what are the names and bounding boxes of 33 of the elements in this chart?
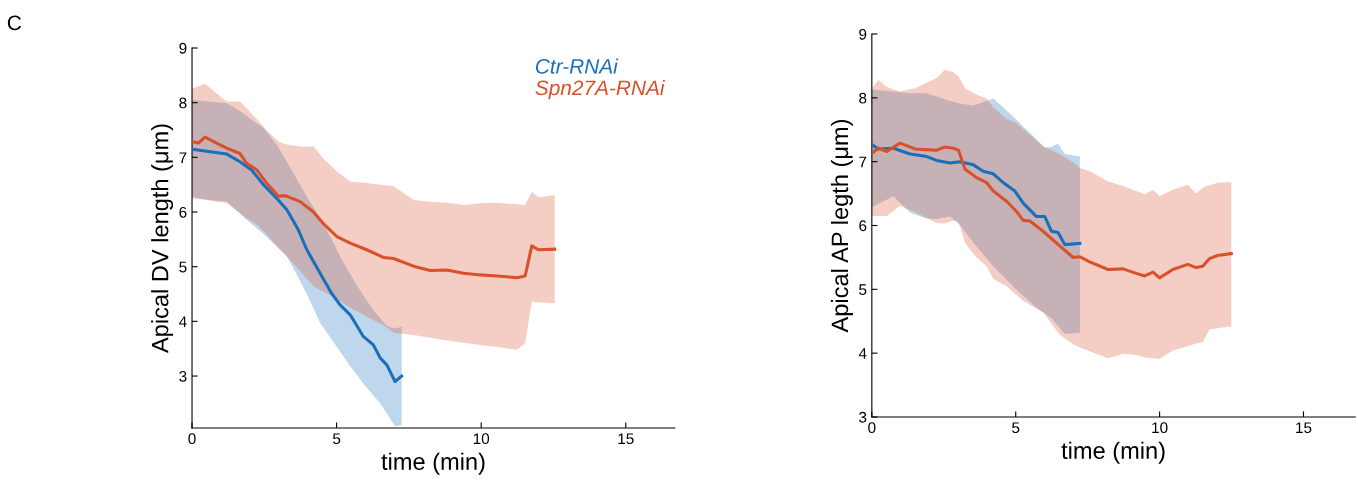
x-axis-title: time (min) bbox=[1061, 441, 1165, 464]
y-axis-title: Apical DV length (μm) bbox=[151, 124, 174, 353]
text: Ctr-RNAi bbox=[535, 58, 619, 74]
line-series bbox=[192, 135, 557, 280]
x-tick-label: 15 bbox=[618, 433, 634, 445]
text: Spn27A-RNAi bbox=[535, 79, 665, 100]
y-tick-label: 8 bbox=[179, 97, 187, 109]
y-tick-label: 3 bbox=[859, 411, 867, 423]
y-tick-label: 4 bbox=[179, 316, 187, 327]
x-axis-title: time (min) bbox=[381, 452, 485, 475]
y-tick-label: 8 bbox=[859, 92, 867, 104]
x-tick-label: 0 bbox=[868, 422, 876, 434]
y-tick-label: 9 bbox=[179, 42, 187, 54]
y-tick-label: 7 bbox=[859, 156, 867, 168]
y-tick-label: 6 bbox=[179, 206, 187, 218]
line-series bbox=[192, 147, 404, 384]
x-tick-label: 10 bbox=[473, 433, 490, 445]
x-tick-label: 5 bbox=[332, 433, 341, 445]
x-tick-label: 15 bbox=[1296, 422, 1312, 434]
y-tick-label: 6 bbox=[859, 220, 867, 232]
y-axis-title: Apical AP legth (μm) bbox=[830, 119, 853, 333]
line-series bbox=[871, 142, 1082, 247]
x-tick-label: 10 bbox=[1152, 422, 1168, 434]
x-tick-label: 0 bbox=[188, 433, 196, 445]
y-tick-label: 4 bbox=[858, 348, 867, 359]
text: C bbox=[7, 15, 22, 31]
y-tick-label: 5 bbox=[859, 284, 867, 296]
y-tick-label: 3 bbox=[179, 370, 187, 382]
y-tick-label: 5 bbox=[179, 261, 187, 273]
y-tick-label: 9 bbox=[859, 28, 867, 40]
y-tick-label: 7 bbox=[179, 152, 187, 163]
line-series bbox=[871, 141, 1233, 280]
x-tick-label: 5 bbox=[1012, 422, 1020, 434]
